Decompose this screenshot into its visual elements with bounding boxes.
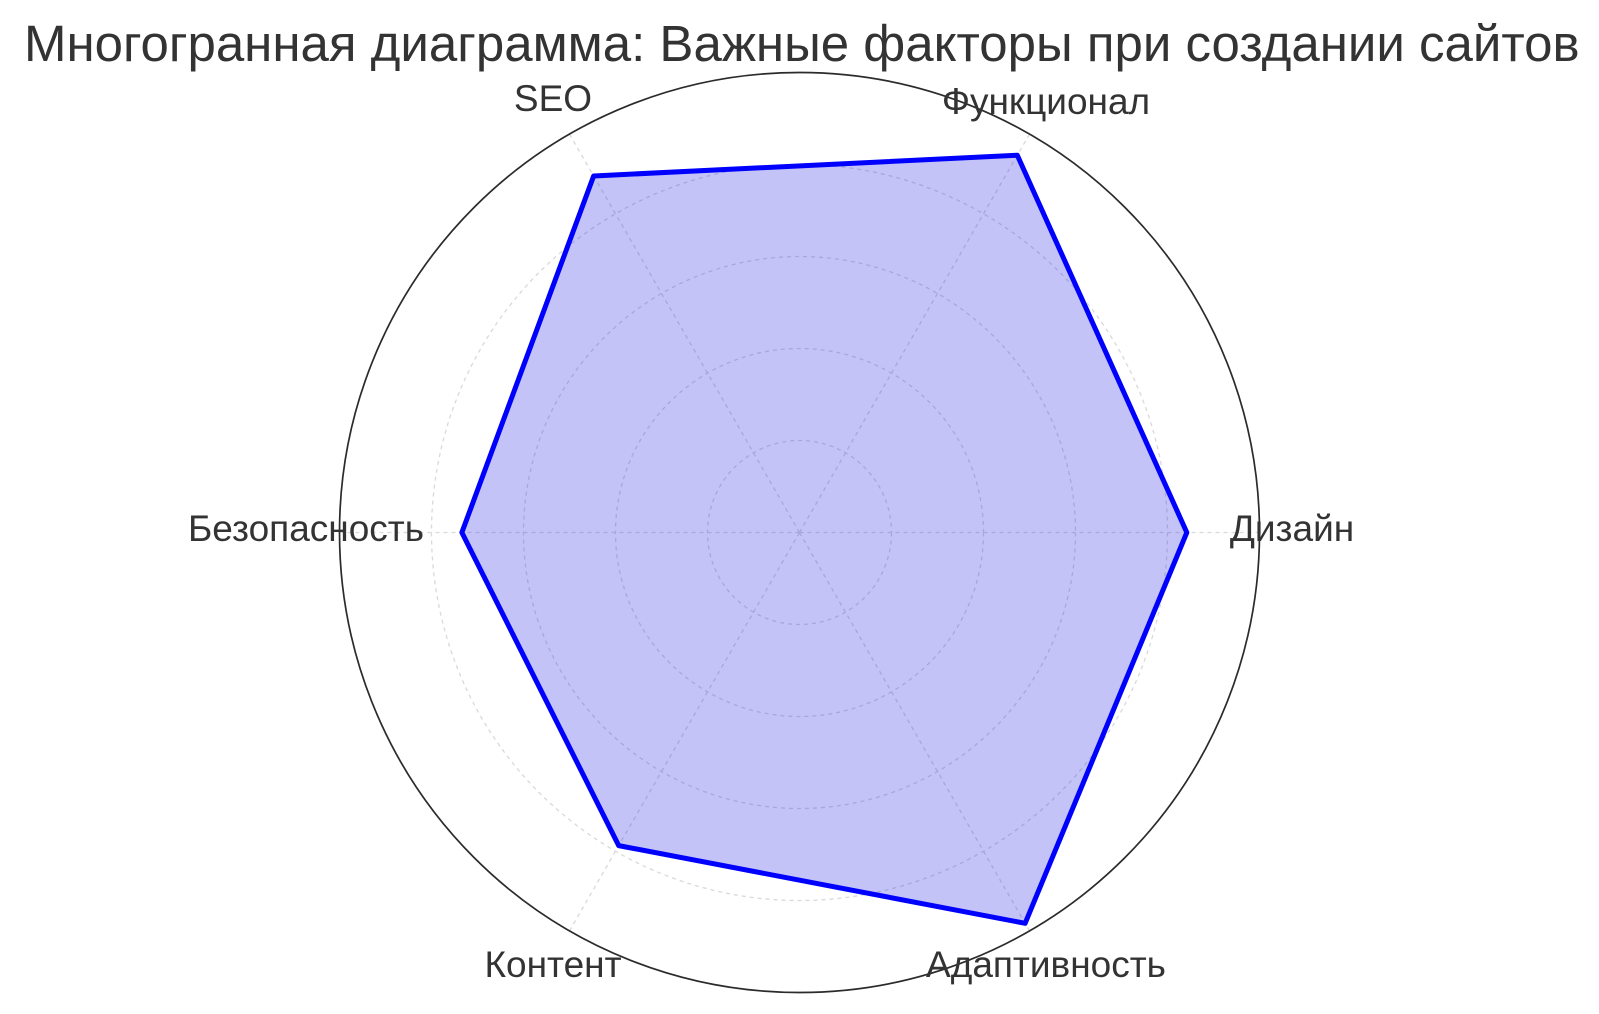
svg-text:Дизайн: Дизайн bbox=[1230, 508, 1354, 549]
svg-text:Функционал: Функционал bbox=[942, 81, 1150, 122]
svg-text:Адаптивность: Адаптивность bbox=[926, 944, 1166, 985]
svg-text:Безопасность: Безопасность bbox=[188, 508, 424, 549]
svg-text:SEO: SEO bbox=[514, 78, 592, 119]
svg-text:Контент: Контент bbox=[484, 944, 621, 985]
